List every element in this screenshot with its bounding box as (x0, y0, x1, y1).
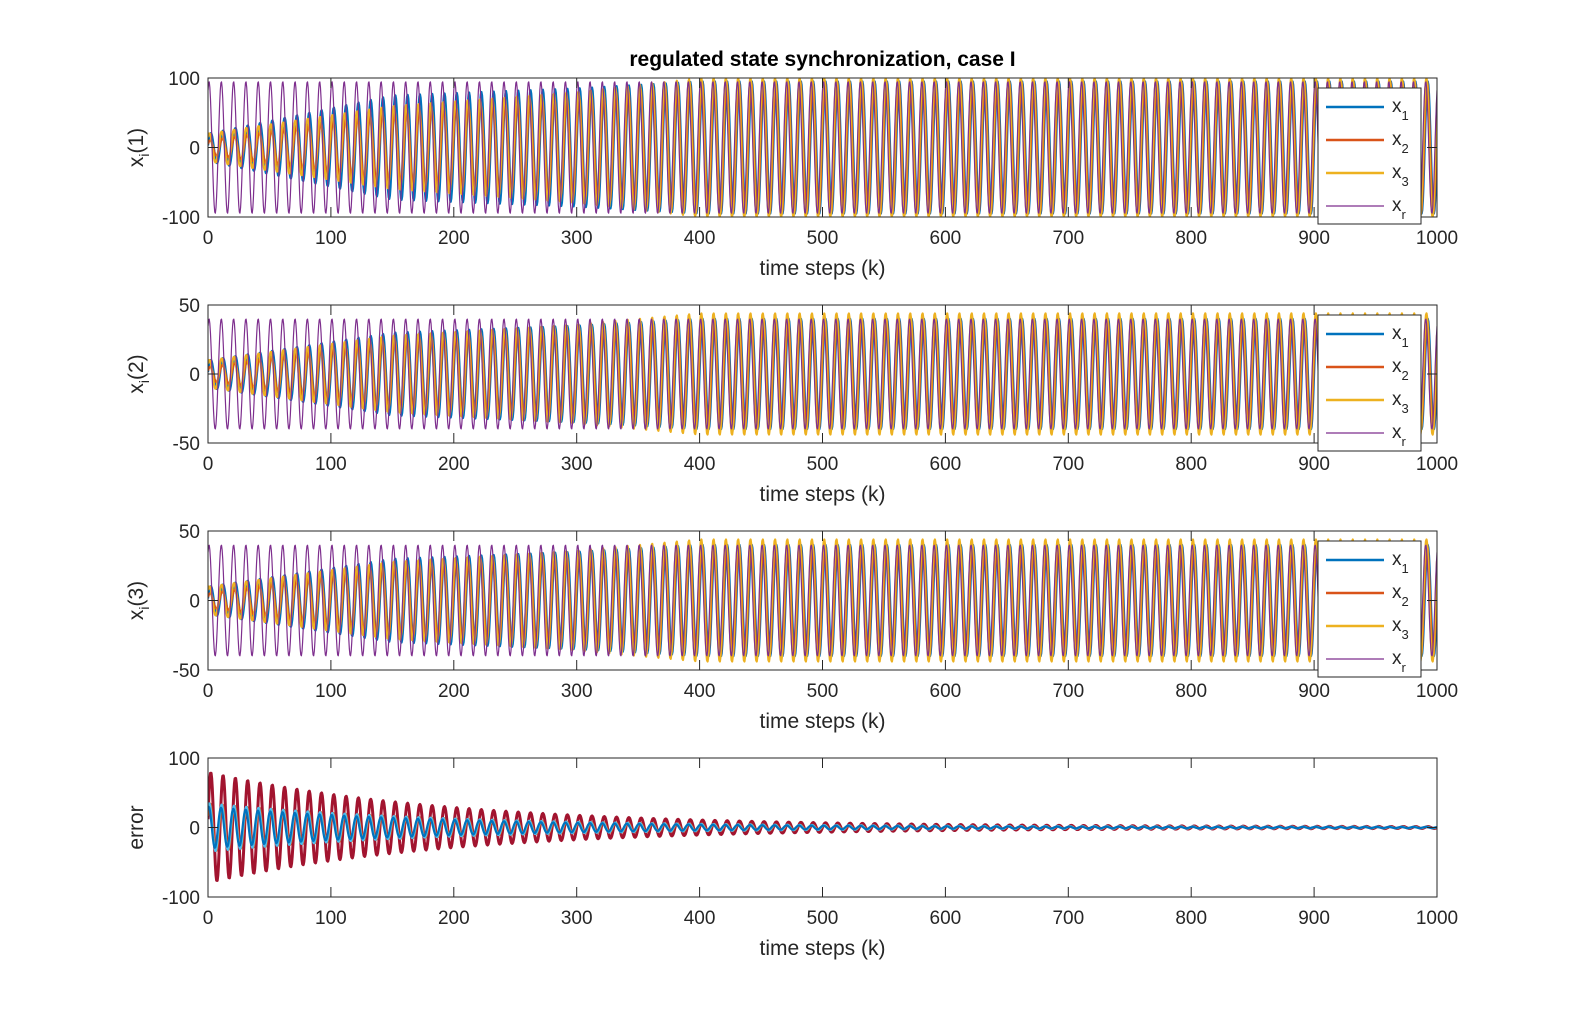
x-tick-label: 200 (438, 908, 470, 929)
series-line-e4 (208, 805, 1437, 849)
x-tick-label: 400 (684, 454, 716, 475)
x-tick-label: 300 (561, 908, 593, 929)
x-tick-label: 300 (561, 681, 593, 702)
legend-label: x1 (1392, 549, 1409, 576)
y-tick-label: 100 (168, 749, 200, 770)
legend-label: x2 (1392, 582, 1409, 609)
y-tick-label: 0 (189, 819, 200, 840)
x-tick-label: 100 (315, 454, 347, 475)
chart-title: regulated state synchronization, case I (629, 48, 1015, 71)
x-axis-label: time steps (k) (759, 257, 885, 280)
subplot-1: 0 100 200 300 400 500 600 700 800 900 1000-1000100… (125, 48, 1458, 280)
y-tick-label: -50 (173, 661, 200, 682)
series-group (208, 78, 1437, 217)
legend-label: x2 (1392, 356, 1409, 383)
x-tick-label: 900 (1298, 681, 1330, 702)
x-axis-label: time steps (k) (759, 937, 885, 960)
legend-box (1317, 540, 1422, 678)
x-tick-label: 0 (203, 908, 214, 929)
subplot-2: 0 100 200 300 400 500 600 700 800 900 1000-50050ti… (125, 296, 1458, 506)
legend-box (1317, 314, 1422, 452)
x-tick-label: 500 (807, 228, 839, 249)
legend-label: x3 (1392, 615, 1409, 642)
x-tick-label: 900 (1298, 454, 1330, 475)
x-axis-label: time steps (k) (759, 710, 885, 733)
subplot-3: 0 100 200 300 400 500 600 700 800 900 1000-50050ti… (125, 522, 1458, 733)
x-tick-label: 500 (807, 681, 839, 702)
x-tick-label: 700 (1052, 908, 1084, 929)
legend-label: x2 (1392, 129, 1409, 156)
x-tick-label: 600 (930, 681, 962, 702)
y-tick-label: 50 (179, 522, 200, 543)
x-tick-label: 900 (1298, 228, 1330, 249)
legend: x1 x2 x3 xr (1317, 540, 1422, 678)
series-line-xr (208, 318, 1437, 430)
series-group (208, 538, 1437, 663)
legend-label: x1 (1392, 323, 1409, 350)
legend-label: x3 (1392, 162, 1409, 189)
series-line-xr (208, 544, 1437, 657)
y-tick-label: -100 (162, 888, 200, 909)
y-axis-label: xi(2) (125, 354, 152, 393)
y-tick-label: 0 (189, 592, 200, 613)
x-tick-label: 700 (1052, 681, 1084, 702)
x-tick-label: 1000 (1416, 454, 1458, 475)
legend-label: xr (1392, 195, 1407, 222)
x-tick-label: 200 (438, 454, 470, 475)
y-tick-label: -50 (173, 434, 200, 455)
x-tick-label: 0 (203, 681, 214, 702)
x-tick-label: 0 (203, 228, 214, 249)
y-tick-label: 0 (189, 365, 200, 386)
legend: x1 x2 x3 xr (1317, 87, 1422, 225)
legend-label: x1 (1392, 96, 1409, 123)
y-tick-label: -100 (162, 208, 200, 229)
x-tick-label: 300 (561, 228, 593, 249)
x-tick-label: 800 (1175, 908, 1207, 929)
subplot-4: 0 100 200 300 400 500 600 700 800 900 1000-1000100… (125, 749, 1458, 960)
x-tick-label: 100 (315, 681, 347, 702)
x-tick-label: 200 (438, 228, 470, 249)
x-tick-label: 100 (315, 228, 347, 249)
legend: x1 x2 x3 xr (1317, 314, 1422, 452)
x-tick-label: 800 (1175, 681, 1207, 702)
x-tick-label: 300 (561, 454, 593, 475)
x-tick-label: 1000 (1416, 228, 1458, 249)
x-tick-label: 800 (1175, 454, 1207, 475)
x-tick-label: 600 (930, 228, 962, 249)
x-tick-label: 0 (203, 454, 214, 475)
x-tick-label: 400 (684, 908, 716, 929)
x-tick-label: 200 (438, 681, 470, 702)
legend-label: xr (1392, 422, 1407, 449)
x-tick-label: 400 (684, 228, 716, 249)
x-tick-label: 1000 (1416, 908, 1458, 929)
y-tick-label: 50 (179, 296, 200, 317)
x-axis-label: time steps (k) (759, 483, 885, 506)
x-tick-label: 1000 (1416, 681, 1458, 702)
y-axis-label: error (125, 805, 148, 849)
x-tick-label: 600 (930, 454, 962, 475)
x-tick-label: 500 (807, 908, 839, 929)
y-tick-label: 100 (168, 69, 200, 90)
series-line-xr (208, 81, 1437, 214)
x-tick-label: 600 (930, 908, 962, 929)
legend-label: xr (1392, 648, 1407, 675)
legend-box (1317, 87, 1422, 225)
y-axis-label: xi(3) (125, 581, 152, 620)
x-tick-label: 500 (807, 454, 839, 475)
series-group (208, 771, 1437, 882)
legend-label: x3 (1392, 389, 1409, 416)
x-tick-label: 700 (1052, 228, 1084, 249)
x-tick-label: 400 (684, 681, 716, 702)
x-tick-label: 800 (1175, 228, 1207, 249)
y-axis-label: xi(1) (125, 128, 152, 167)
y-tick-label: 0 (189, 139, 200, 160)
series-group (208, 312, 1437, 436)
x-tick-label: 900 (1298, 908, 1330, 929)
x-tick-label: 100 (315, 908, 347, 929)
x-tick-label: 700 (1052, 454, 1084, 475)
